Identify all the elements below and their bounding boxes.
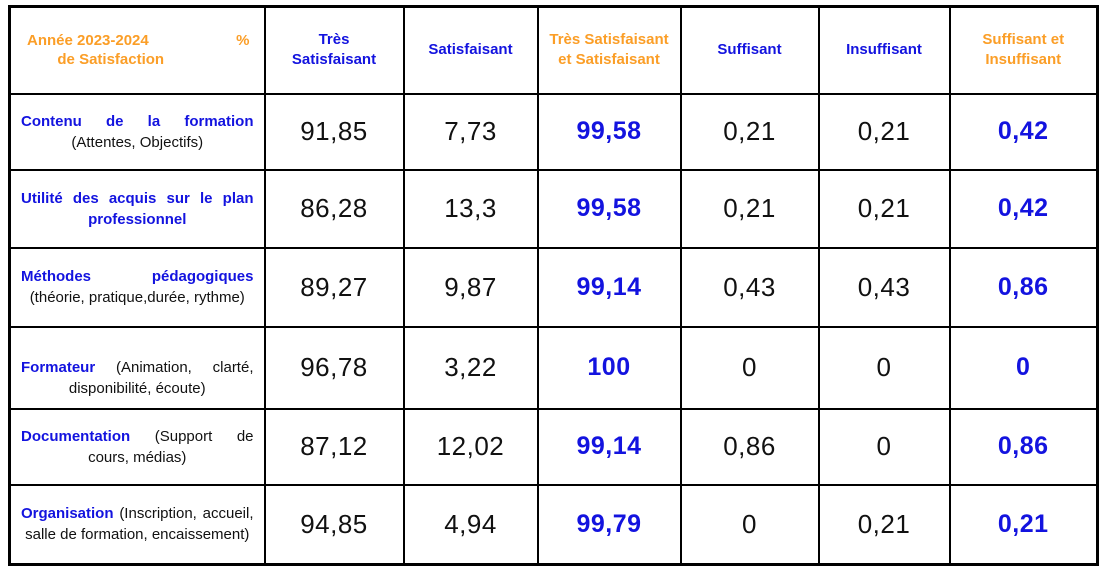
row-label-documentation: Documentation (Support de cours, médias) [8, 407, 266, 486]
row-label-formateur: Formateur (Animation, clarté, disponibil… [8, 325, 266, 410]
table-row-documentation: Documentation (Support de cours, médias)… [8, 407, 1099, 486]
value-cell: 0 [679, 483, 820, 566]
header-row: Année 2023-2024 % de Satisfaction Très S… [8, 5, 1099, 95]
row-label-organisation: Organisation (Inscription, accueil, sall… [8, 483, 266, 566]
value-cell: 87,12 [263, 407, 405, 486]
value-cell: 12,02 [402, 407, 539, 486]
value-cell: 0,21 [679, 92, 820, 171]
value-cell: 0,86 [948, 246, 1099, 328]
value-cell: 4,94 [402, 483, 539, 566]
value-cell: 0,21 [679, 168, 820, 249]
row-note: (théorie, pratique,durée, rythme) [29, 289, 245, 306]
value-cell: 100 [536, 325, 682, 410]
row-label-contenu: Contenu de la formation (Attentes, Objec… [8, 92, 266, 171]
row-label-utilite: Utilité des acquis sur le plan professio… [8, 168, 266, 249]
table-row-utilite: Utilité des acquis sur le plan professio… [8, 168, 1099, 249]
value-cell: 13,3 [402, 168, 539, 249]
value-cell: 0 [679, 325, 820, 410]
row-title: Utilité des acquis sur le plan professio… [21, 189, 254, 228]
value-cell: 99,14 [536, 407, 682, 486]
row-note: (Support de cours, médias) [88, 427, 254, 466]
value-cell: 0,21 [817, 483, 951, 566]
value-cell: 0,21 [817, 168, 951, 249]
column-header-satisfaisant: Satisfaisant [402, 5, 539, 95]
value-cell: 0 [817, 407, 951, 486]
percent-sign: % [236, 32, 250, 50]
row-title: Documentation [21, 427, 131, 445]
row-title: Organisation [21, 505, 114, 523]
value-cell: 0,42 [948, 92, 1099, 171]
row-title: Méthodes pédagogiques [21, 268, 254, 285]
column-header-tres-satisfaisant-et-satisfaisant: Très Satisfaisant et Satisfaisant [536, 5, 682, 95]
value-cell: 9,87 [402, 246, 539, 328]
value-cell: 0,86 [948, 407, 1099, 486]
column-header-suffisant: Suffisant [679, 5, 820, 95]
value-cell: 0,43 [817, 246, 951, 328]
row-title: Formateur [21, 358, 96, 376]
row-note: (Inscription, accueil, salle de formatio… [25, 505, 254, 544]
value-cell: 91,85 [263, 92, 405, 171]
year-label: Année 2023-2024 [27, 32, 149, 50]
value-cell: 0,21 [817, 92, 951, 171]
column-header-insuffisant: Insuffisant [817, 5, 951, 95]
row-title: Contenu de la formation [21, 112, 254, 130]
column-header-tres-satisfaisant: Très Satisfaisant [263, 5, 405, 95]
corner-line-2: de Satisfaction [57, 51, 165, 69]
corner-header-cell: Année 2023-2024 % de Satisfaction [8, 5, 266, 95]
value-cell: 99,79 [536, 483, 682, 566]
value-cell: 99,58 [536, 168, 682, 249]
row-label-methodes: Méthodes pédagogiques (théorie, pratique… [8, 246, 266, 328]
corner-line-1: Année 2023-2024 % [27, 32, 250, 49]
value-cell: 3,22 [402, 325, 539, 410]
value-cell: 86,28 [263, 168, 405, 249]
value-cell: 0 [948, 325, 1099, 410]
value-cell: 99,58 [536, 92, 682, 171]
row-note: (Animation, clarté, disponibilité, écout… [68, 358, 254, 397]
value-cell: 0 [817, 325, 951, 410]
table-row-organisation: Organisation (Inscription, accueil, sall… [8, 483, 1099, 566]
value-cell: 0,21 [948, 483, 1099, 566]
row-note: (Attentes, Objectifs) [71, 133, 204, 151]
column-header-suffisant-et-insuffisant: Suffisant et Insuffisant [948, 5, 1099, 95]
satisfaction-table: Année 2023-2024 % de Satisfaction Très S… [8, 5, 1099, 566]
value-cell: 0,42 [948, 168, 1099, 249]
value-cell: 0,86 [679, 407, 820, 486]
value-cell: 94,85 [263, 483, 405, 566]
table-row-methodes: Méthodes pédagogiques (théorie, pratique… [8, 246, 1099, 328]
value-cell: 96,78 [263, 325, 405, 410]
value-cell: 7,73 [402, 92, 539, 171]
value-cell: 0,43 [679, 246, 820, 328]
table-row-formateur: Formateur (Animation, clarté, disponibil… [8, 325, 1099, 410]
value-cell: 89,27 [263, 246, 405, 328]
table-row-contenu: Contenu de la formation (Attentes, Objec… [8, 92, 1099, 171]
value-cell: 99,14 [536, 246, 682, 328]
